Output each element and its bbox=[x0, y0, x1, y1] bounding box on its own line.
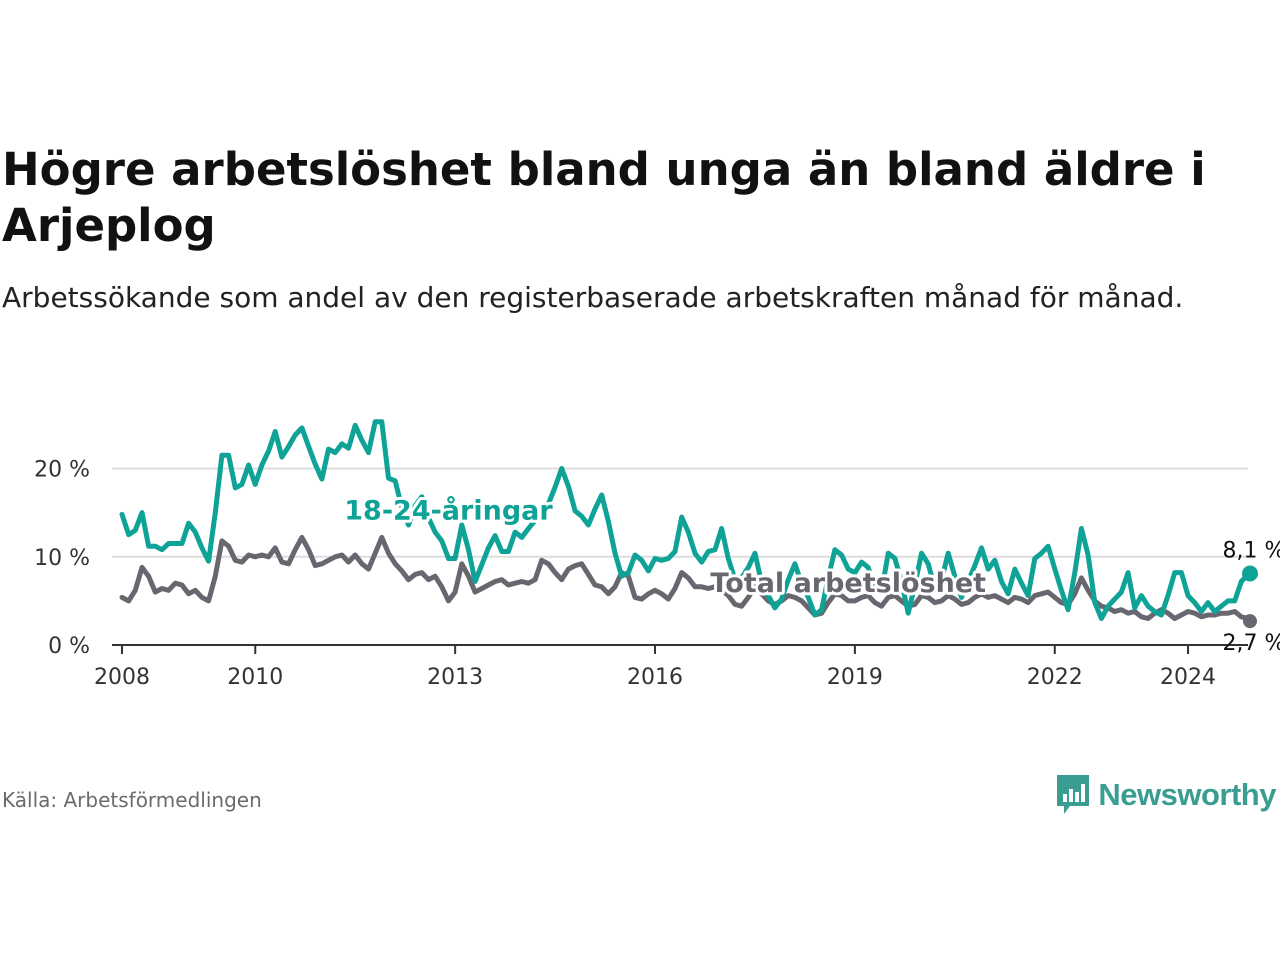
x-tick-label: 2013 bbox=[427, 665, 483, 690]
x-tick-label: 2008 bbox=[94, 665, 150, 690]
brand-name: Newsworthy bbox=[1098, 777, 1276, 812]
y-tick-label: 20 % bbox=[34, 458, 90, 483]
series-layer bbox=[119, 419, 1253, 624]
total-end-label: 2,7 % bbox=[1223, 631, 1280, 656]
brand-logo: Newsworthy bbox=[1054, 772, 1276, 818]
total-end-marker bbox=[1242, 614, 1257, 629]
total-series-label: Total arbetslöshet bbox=[710, 568, 986, 599]
y-tick-label: 0 % bbox=[48, 634, 90, 659]
youth-series-line bbox=[119, 419, 1253, 621]
x-tick-label: 2019 bbox=[827, 665, 883, 690]
source-note: Källa: Arbetsförmedlingen bbox=[2, 788, 262, 812]
y-tick-label: 10 % bbox=[34, 546, 90, 571]
grid-layer bbox=[112, 467, 1248, 558]
newsworthy-logo-icon bbox=[1057, 775, 1090, 814]
x-tick-label: 2022 bbox=[1027, 665, 1083, 690]
axis-layer: 0 % 10 % 20 % 2008 2010 2013 2016 2019 2022 2024 bbox=[34, 458, 1248, 690]
youth-series-label: 18-24-åringar bbox=[344, 495, 553, 527]
label-layer: 8,1 % 2,7 % 18-24-åringar Total arbetslöshe… bbox=[341, 492, 1280, 656]
youth-end-label: 8,1 % bbox=[1223, 539, 1280, 564]
youth-end-marker bbox=[1241, 565, 1258, 582]
chart-subtitle: Arbetssökande som andel av den registerb… bbox=[2, 281, 1184, 314]
line-chart: 0 %10 %20 %2008 2010 2013 2016 2019 2022 2024 … bbox=[34, 419, 1280, 690]
x-tick-label: 2024 bbox=[1160, 665, 1216, 690]
x-tick-label: 2010 bbox=[227, 665, 283, 690]
total-series-line bbox=[119, 534, 1253, 624]
x-tick-label: 2016 bbox=[627, 665, 683, 690]
chart-title: Högre arbetslöshet bland unga än bland ä… bbox=[2, 143, 1206, 252]
